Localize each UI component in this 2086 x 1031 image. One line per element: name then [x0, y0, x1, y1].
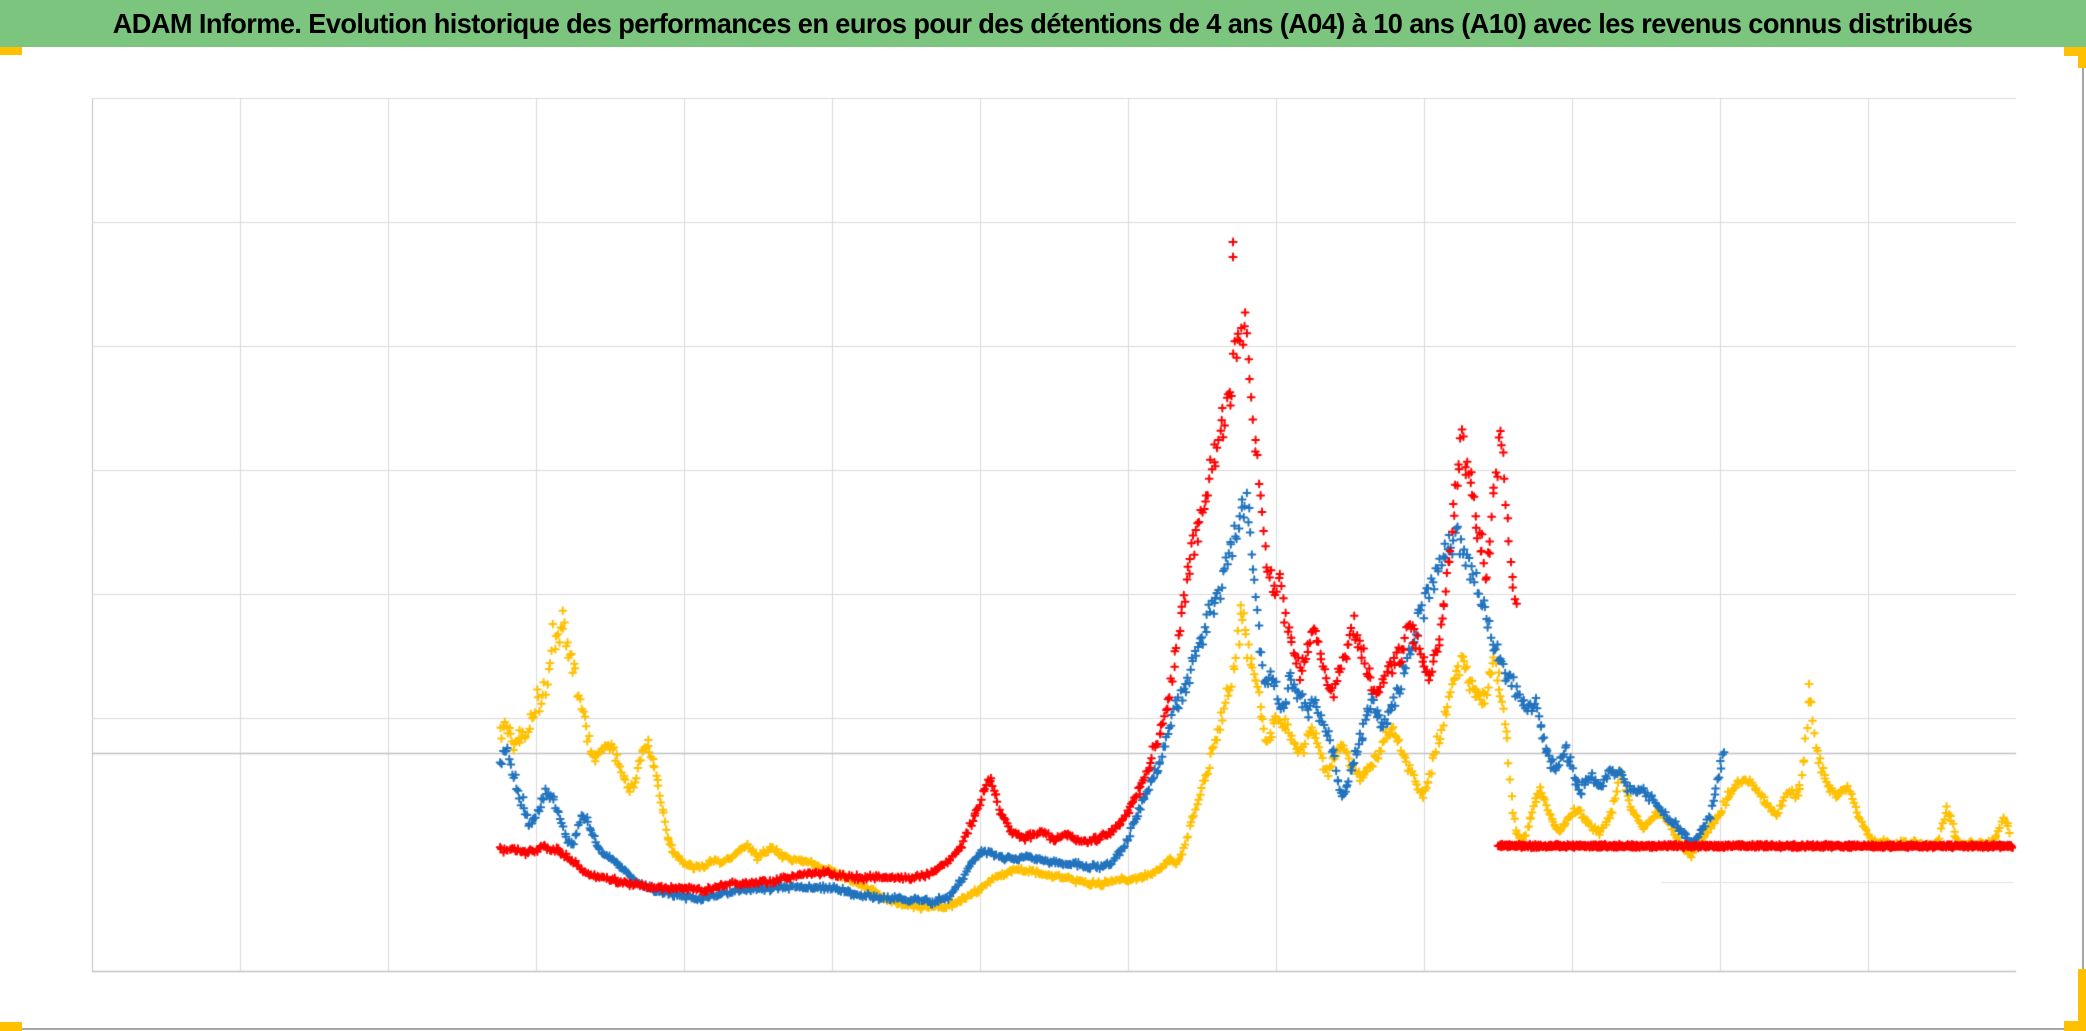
corner-accent-top-right-vertical	[2078, 47, 2086, 68]
corner-accent-bottom-right-vertical	[2078, 969, 2086, 1031]
corner-accent-bottom-right-horizontal	[2064, 1021, 2086, 1031]
title-bar: ADAM Informe. Evolution historique des p…	[0, 0, 2086, 47]
corner-accent-bottom-left	[0, 1022, 22, 1031]
frame-bottom-edge-line	[0, 1028, 2086, 1030]
corner-accent-top-left	[0, 47, 22, 55]
page-title: ADAM Informe. Evolution historique des p…	[113, 7, 1973, 39]
frame-right-edge-line	[2082, 40, 2084, 1031]
corner-accent-top-right-horizontal	[2064, 47, 2086, 56]
